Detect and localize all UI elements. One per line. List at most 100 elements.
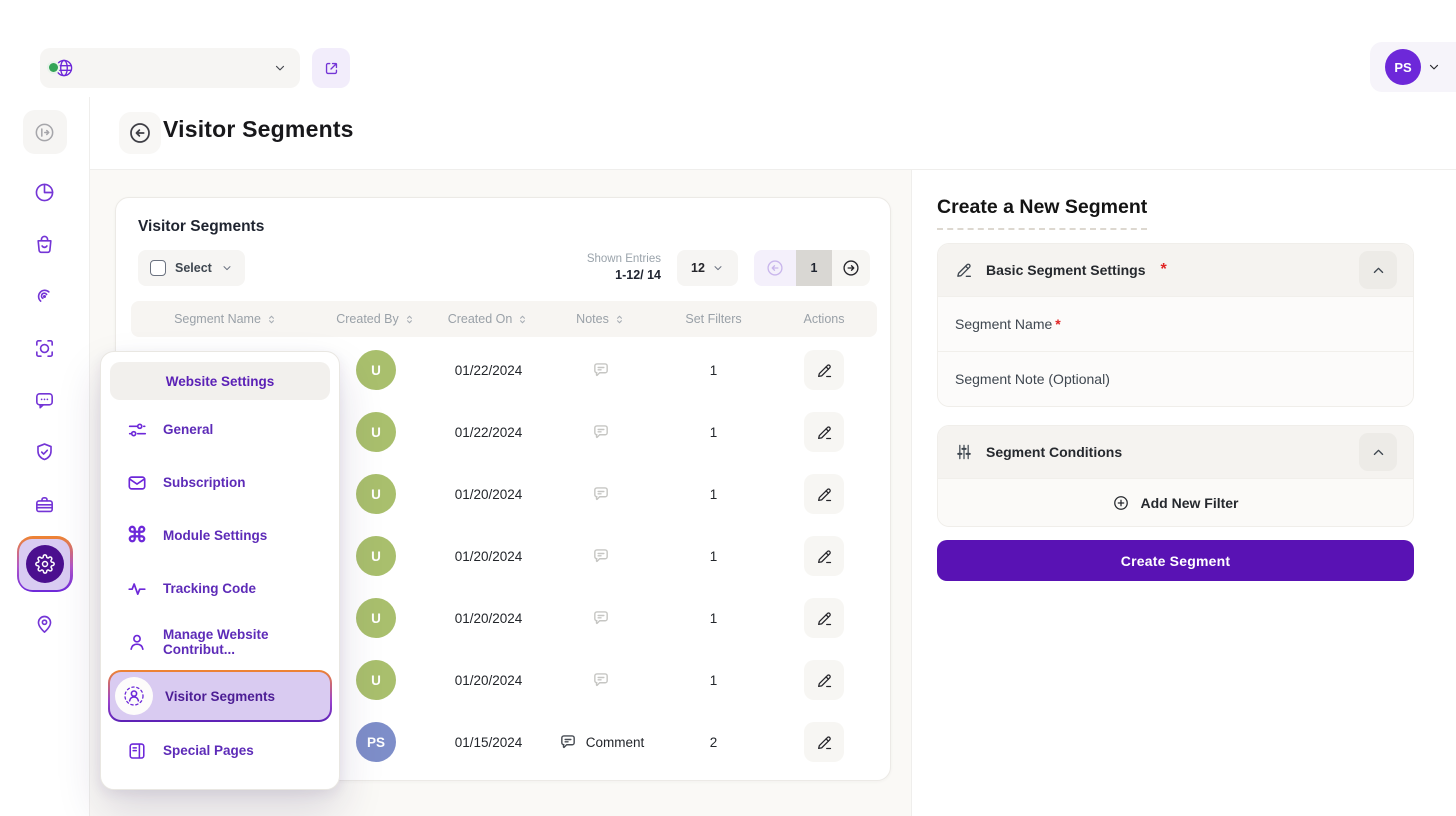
menu-item-tracking-code[interactable]: Tracking Code — [110, 562, 330, 615]
edit-segment-button[interactable] — [804, 412, 844, 452]
menu-items: General Subscription ⌘ Module Settings Tr… — [108, 403, 332, 777]
edit-segment-button[interactable] — [804, 660, 844, 700]
menu-title: Website Settings — [110, 362, 330, 400]
created-by-avatar: U — [356, 412, 396, 452]
created-by-avatar: PS — [356, 722, 396, 762]
edit-segment-button[interactable] — [804, 474, 844, 514]
segment-conditions-header: Segment Conditions — [938, 426, 1413, 478]
sort-icon[interactable] — [613, 313, 626, 326]
create-segment-button[interactable]: Create Segment — [937, 540, 1414, 581]
active-item-highlight — [19, 538, 70, 590]
notes-cell[interactable] — [546, 360, 656, 380]
notes-cell[interactable] — [546, 670, 656, 690]
notes-cell[interactable] — [546, 484, 656, 504]
segment-name-field[interactable]: Segment Name * — [938, 296, 1413, 351]
note-icon — [591, 546, 611, 566]
menu-item-manage-website-contribut[interactable]: Manage Website Contribut... — [110, 615, 330, 668]
menu-item-label: Module Settings — [163, 528, 268, 543]
set-filters-count: 1 — [709, 610, 718, 626]
website-selector-dropdown[interactable] — [40, 48, 300, 88]
page-size-dropdown[interactable]: 12 — [677, 250, 738, 286]
plus-circle-icon — [1112, 494, 1130, 512]
focus-scan-icon — [33, 337, 56, 360]
created-by-avatar: U — [356, 474, 396, 514]
created-on-date: 01/15/2024 — [454, 734, 523, 750]
notes-cell[interactable] — [546, 546, 656, 566]
notes-cell[interactable] — [546, 608, 656, 628]
sort-icon[interactable] — [403, 313, 416, 326]
select-dropdown[interactable]: Select — [138, 250, 245, 286]
sidebar-item-shopping-bag[interactable] — [23, 222, 67, 266]
pages-icon — [126, 740, 148, 762]
edit-segment-button[interactable] — [804, 598, 844, 638]
pagination: 1 — [754, 250, 870, 286]
pie-chart-icon — [33, 181, 56, 204]
table-row: U 01/20/2024 1 — [131, 649, 877, 711]
notes-cell[interactable] — [546, 422, 656, 442]
back-button[interactable] — [119, 112, 161, 154]
select-label: Select — [175, 261, 212, 275]
chevron-down-icon — [221, 262, 233, 274]
menu-item-label: General — [163, 422, 214, 437]
sidebar-item-focus-scan[interactable] — [23, 326, 67, 370]
user-menu[interactable]: PS — [1370, 42, 1456, 92]
sort-icon[interactable] — [516, 313, 529, 326]
add-new-filter-button[interactable]: Add New Filter — [938, 478, 1413, 526]
sidebar-item-briefcase[interactable] — [23, 482, 67, 526]
open-website-button[interactable] — [312, 48, 350, 88]
sidebar-item-chat[interactable] — [23, 378, 67, 422]
segment-name-placeholder: Segment Name — [955, 316, 1053, 332]
menu-item-module-settings[interactable]: ⌘ Module Settings — [110, 509, 330, 562]
column-label: Created By — [336, 312, 399, 326]
active-menu-highlight[interactable]: Visitor Segments — [110, 672, 330, 720]
sidebar-item-pie-chart[interactable] — [23, 170, 67, 214]
column-label: Actions — [803, 312, 845, 326]
pencil-icon — [815, 547, 834, 566]
menu-item-special-pages[interactable]: Special Pages — [110, 724, 330, 777]
table-header-row: Segment Name Created By Created On Notes Set… — [131, 301, 877, 337]
edit-segment-button[interactable] — [804, 536, 844, 576]
basic-segment-settings-section: Basic Segment Settings * Segment Name * … — [937, 243, 1414, 407]
sidebar-item-radar[interactable] — [23, 274, 67, 318]
current-page[interactable]: 1 — [796, 250, 832, 286]
set-filters-count: 1 — [709, 548, 718, 564]
edit-segment-button[interactable] — [804, 350, 844, 390]
column-header[interactable]: Notes — [546, 312, 656, 326]
pencil-icon — [815, 423, 834, 442]
column-header[interactable]: Segment Name — [131, 312, 321, 326]
created-on-date: 01/20/2024 — [454, 548, 523, 564]
next-page-button[interactable] — [832, 250, 870, 286]
circle-arrow-right-icon — [841, 258, 861, 278]
sidebar-item-gear[interactable] — [16, 536, 73, 592]
sidebar-item-map-pin[interactable] — [23, 601, 67, 645]
segment-note-field[interactable]: Segment Note (Optional) — [938, 351, 1413, 406]
add-filter-label: Add New Filter — [1140, 494, 1239, 511]
note-label: Comment — [585, 734, 645, 750]
created-on-date: 01/20/2024 — [454, 610, 523, 626]
menu-item-general[interactable]: General — [110, 403, 330, 456]
column-header[interactable]: Created By — [321, 312, 431, 326]
pencil-icon — [954, 260, 974, 280]
column-header[interactable]: Created On — [431, 312, 546, 326]
collapse-basic-settings-button[interactable] — [1359, 251, 1397, 289]
website-settings-menu: Website Settings General Subscription ⌘ M… — [100, 351, 340, 790]
required-asterisk: * — [1055, 316, 1061, 332]
command-icon: ⌘ — [126, 523, 148, 547]
back-arrow-icon — [127, 120, 153, 146]
select-all-checkbox[interactable] — [150, 260, 166, 276]
circle-arrow-left-icon — [765, 258, 785, 278]
gear-icon — [25, 545, 64, 583]
sidebar-item-shield-check[interactable] — [23, 430, 67, 474]
column-label: Created On — [447, 312, 513, 326]
table-row: U 01/22/2024 1 — [131, 401, 877, 463]
previous-page-button[interactable] — [754, 250, 796, 286]
created-by-avatar: U — [356, 536, 396, 576]
collapse-conditions-button[interactable] — [1359, 433, 1397, 471]
created-on-date: 01/22/2024 — [454, 424, 523, 440]
edit-segment-button[interactable] — [804, 722, 844, 762]
sort-icon[interactable] — [265, 313, 278, 326]
menu-item-subscription[interactable]: Subscription — [110, 456, 330, 509]
sidebar-item-panel-collapse[interactable] — [22, 110, 67, 154]
menu-item-visitor-segments[interactable]: Visitor Segments — [108, 670, 332, 722]
notes-cell[interactable]: Comment — [546, 732, 656, 752]
